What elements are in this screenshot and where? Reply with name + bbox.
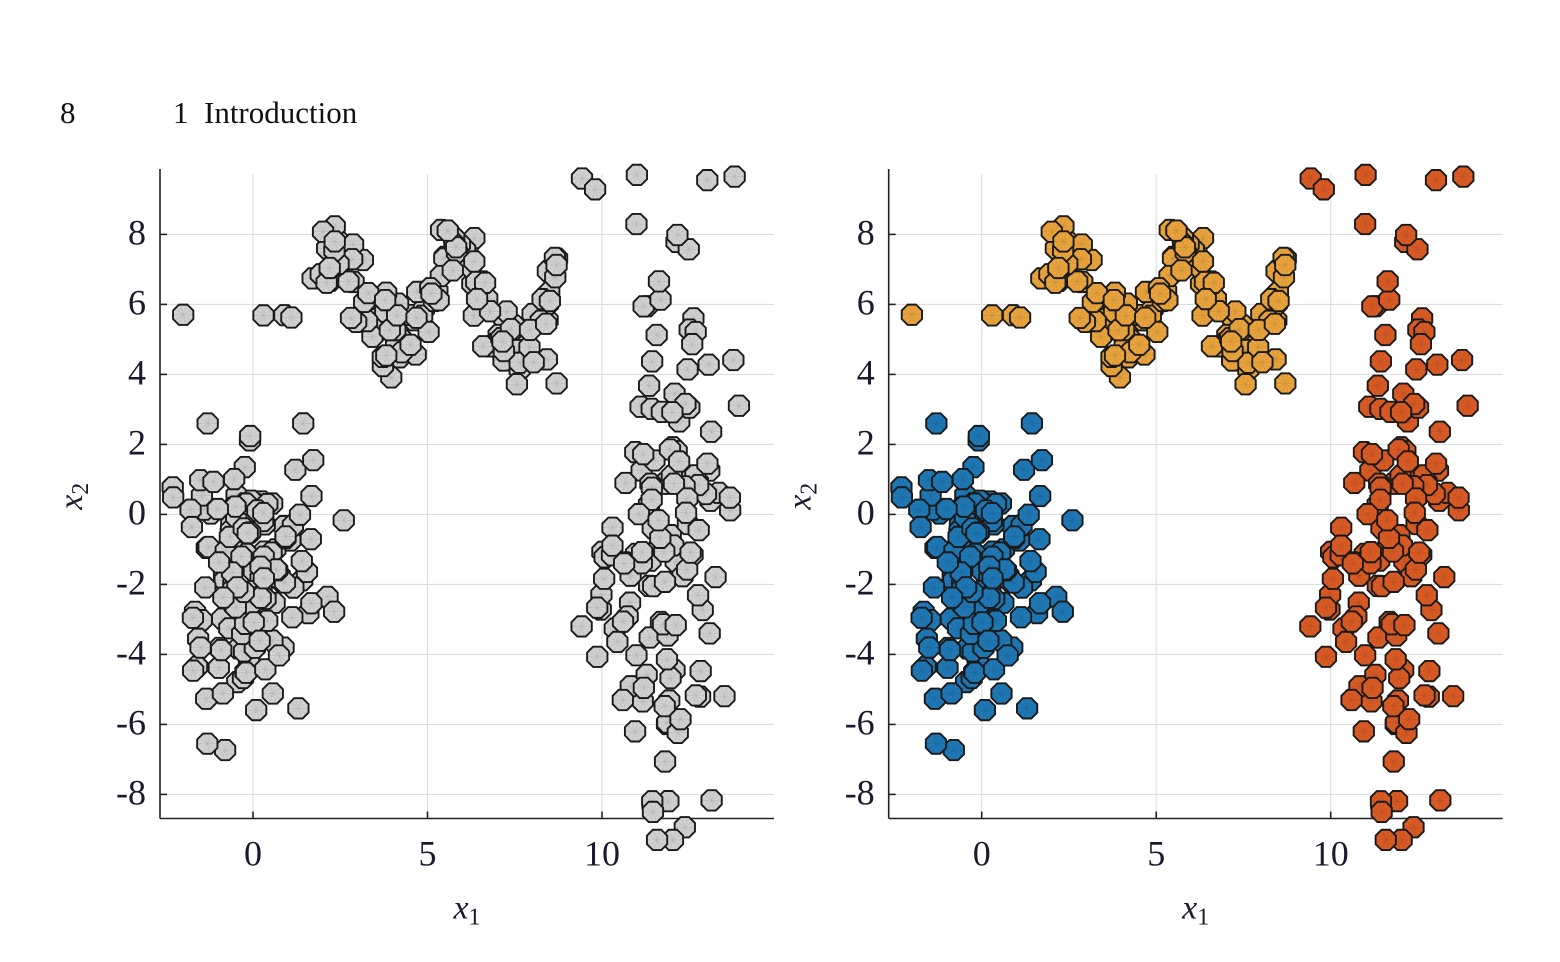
svg-text:-8: -8 [845,772,875,812]
svg-text:-6: -6 [845,702,875,742]
svg-text:4: 4 [857,352,875,392]
svg-text:x1: x1 [452,890,480,931]
svg-text:8: 8 [128,212,146,252]
svg-text:0: 0 [857,492,875,532]
svg-text:10: 10 [584,834,620,874]
svg-text:6: 6 [857,282,875,322]
svg-text:8: 8 [857,212,875,252]
svg-text:0: 0 [244,834,262,874]
svg-text:10: 10 [1313,834,1349,874]
svg-text:6: 6 [128,282,146,322]
svg-text:0: 0 [128,492,146,532]
svg-text:x2: x2 [53,483,94,511]
svg-text:5: 5 [1147,834,1165,874]
svg-text:-2: -2 [116,562,146,602]
svg-text:4: 4 [128,352,146,392]
svg-text:-8: -8 [116,772,146,812]
svg-text:-4: -4 [116,632,146,672]
svg-text:-4: -4 [845,632,875,672]
svg-text:0: 0 [973,834,991,874]
svg-text:-2: -2 [845,562,875,602]
svg-text:2: 2 [857,422,875,462]
svg-text:5: 5 [419,834,437,874]
svg-text:2: 2 [128,422,146,462]
svg-text:x1: x1 [1181,890,1209,931]
svg-text:x2: x2 [782,483,823,511]
svg-text:-6: -6 [116,702,146,742]
